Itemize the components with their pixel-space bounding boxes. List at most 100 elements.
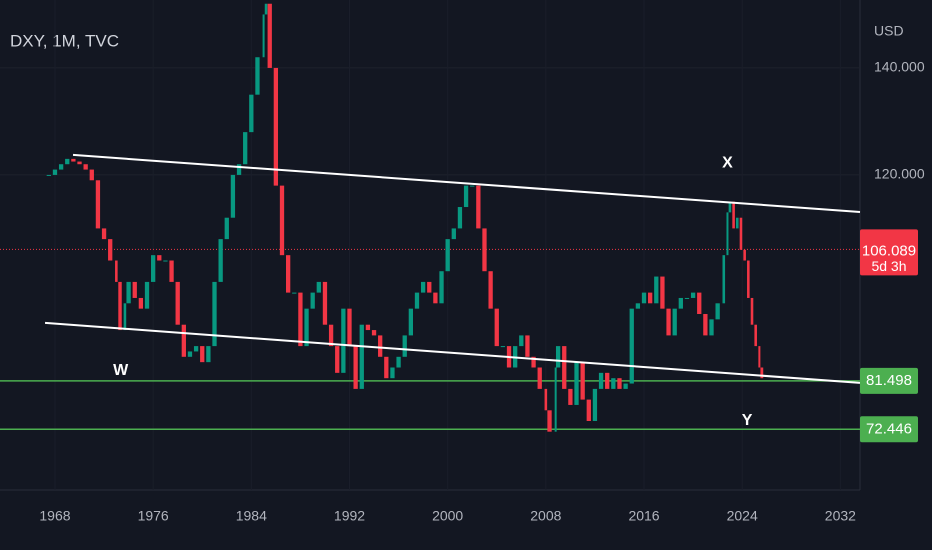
candle <box>726 212 729 256</box>
candle <box>750 297 754 325</box>
current-price-box <box>860 229 918 276</box>
candle <box>760 367 764 379</box>
candle <box>144 281 150 309</box>
candle <box>353 346 358 389</box>
candle <box>531 356 536 368</box>
y-tick-label: 120.000 <box>874 166 925 182</box>
candle <box>126 281 131 304</box>
trend-line <box>44 321 861 384</box>
candle <box>554 367 557 432</box>
candle <box>83 164 88 170</box>
candle <box>641 292 647 304</box>
candle <box>697 292 702 315</box>
x-tick-label: 1968 <box>39 508 70 524</box>
candle <box>371 330 377 336</box>
candle <box>77 161 82 165</box>
candle <box>666 308 671 336</box>
candle <box>118 281 122 331</box>
candle <box>187 351 193 357</box>
candle <box>747 260 750 298</box>
candle <box>384 356 389 379</box>
candle <box>262 14 265 58</box>
current-price-label: 106.089 <box>862 242 916 259</box>
candle <box>243 132 248 165</box>
candle <box>328 324 334 347</box>
candle <box>735 217 739 229</box>
candle <box>476 185 481 229</box>
candle <box>224 217 229 240</box>
candle <box>739 217 743 250</box>
candle <box>709 319 714 336</box>
candle <box>108 239 113 261</box>
candle <box>525 335 530 357</box>
candle <box>193 346 199 352</box>
x-tick-label: 2024 <box>727 508 758 524</box>
candle <box>212 281 217 347</box>
candle <box>586 399 591 421</box>
candle <box>408 308 414 336</box>
candle <box>304 308 309 347</box>
candle <box>169 260 174 282</box>
candle <box>433 292 438 304</box>
candle <box>341 308 346 373</box>
candle <box>623 383 628 389</box>
x-tick-label: 1992 <box>334 508 365 524</box>
candle <box>488 271 493 309</box>
candle <box>52 169 58 175</box>
candle <box>715 303 720 320</box>
candle <box>648 292 653 304</box>
candle <box>547 410 552 432</box>
y-tick-label: 140.000 <box>874 59 925 75</box>
candle <box>249 94 254 133</box>
candle <box>218 239 223 282</box>
candle <box>703 314 708 336</box>
candle <box>678 297 683 309</box>
candle <box>206 346 211 363</box>
candle <box>555 346 561 368</box>
candle <box>347 308 352 347</box>
candle <box>611 378 616 389</box>
candle <box>123 303 127 331</box>
candle <box>654 276 659 304</box>
candle <box>574 362 579 405</box>
candle <box>298 292 303 347</box>
candle <box>629 308 634 384</box>
candle <box>544 388 548 411</box>
candle <box>562 346 567 389</box>
candle <box>500 346 506 348</box>
candle <box>439 271 444 304</box>
candle <box>365 324 371 331</box>
candle <box>754 324 757 347</box>
candle <box>690 292 696 298</box>
candle <box>236 164 242 175</box>
candle <box>660 276 665 309</box>
candle <box>470 185 475 187</box>
candle <box>617 378 622 389</box>
candle <box>445 239 450 272</box>
candle <box>200 346 205 363</box>
candle <box>230 174 236 218</box>
candle <box>537 367 542 389</box>
candle <box>519 335 524 347</box>
candle <box>132 281 137 298</box>
candle <box>402 335 407 357</box>
x-tick-label: 1976 <box>138 508 169 524</box>
candle <box>285 255 291 293</box>
candle <box>743 249 746 261</box>
candle <box>115 260 118 282</box>
candle <box>322 281 328 325</box>
candle <box>732 201 735 229</box>
candle <box>580 362 585 400</box>
candle <box>728 201 732 213</box>
price-label: 72.446 <box>866 420 912 437</box>
candle <box>89 169 94 181</box>
trend-line <box>72 153 861 213</box>
candle <box>65 158 70 165</box>
candle <box>390 367 395 379</box>
price-label-box <box>860 416 918 443</box>
candle <box>598 372 604 389</box>
x-tick-label: 2000 <box>432 508 463 524</box>
candle <box>414 292 420 309</box>
candle <box>255 57 260 95</box>
